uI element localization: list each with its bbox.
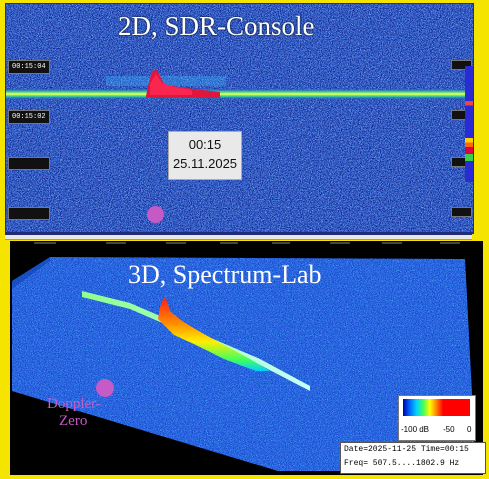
timestamp-label: 00:15:02 bbox=[8, 110, 50, 124]
legend-label-max: 0 bbox=[467, 425, 472, 434]
legend-gradient bbox=[403, 399, 470, 416]
status-frequency: Freq= 507.5....1802.9 Hz bbox=[344, 459, 460, 468]
status-date-time: Date=2025-11-25 Time=00:15 bbox=[344, 445, 469, 454]
timestamp-info-box: 00:15 25.11.2025 bbox=[168, 131, 242, 180]
panel-title-2d: 2D, SDR-Console bbox=[118, 11, 315, 41]
db-color-legend: -100 dB -50 0 bbox=[398, 395, 476, 441]
doppler-zero-marker bbox=[147, 206, 164, 223]
timestamp-label bbox=[8, 157, 50, 170]
timestamp-label-right bbox=[451, 60, 472, 70]
panel-title-3d: 3D, Spectrum-Lab bbox=[128, 260, 322, 289]
signal-ridge bbox=[82, 291, 310, 391]
meteor-echo-3d bbox=[158, 297, 270, 371]
frequency-scale-2d bbox=[5, 232, 472, 240]
timestamp-label: 00:15:04 bbox=[8, 60, 50, 74]
signal-level-colorbar bbox=[465, 66, 473, 182]
legend-label-mid: -50 bbox=[443, 425, 455, 434]
info-time: 00:15 bbox=[188, 137, 222, 152]
legend-label-min: -100 dB bbox=[401, 425, 430, 434]
timestamp-label-right bbox=[451, 207, 472, 217]
waterfall-noise bbox=[6, 4, 473, 233]
timestamp-label bbox=[8, 207, 50, 220]
doppler-zero-dot bbox=[96, 379, 114, 397]
info-date: 25.11.2025 bbox=[172, 156, 238, 171]
waterfall-2d-panel[interactable]: 2D, SDR-Console 00:15:04 00:15:02 00:15 … bbox=[5, 3, 474, 234]
doppler-label-line2: Zero bbox=[59, 413, 87, 429]
doppler-label-line1: Doppler- bbox=[47, 396, 101, 412]
status-readout: Date=2025-11-25 Time=00:15 Freq= 507.5..… bbox=[340, 442, 486, 474]
